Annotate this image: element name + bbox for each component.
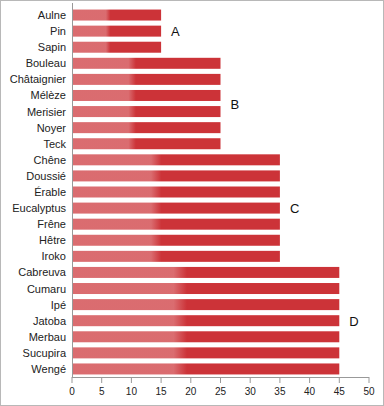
bar <box>72 347 339 358</box>
category-label: Châtaignier <box>10 73 67 85</box>
tick-label: 35 <box>274 386 286 397</box>
category-label: Aulne <box>38 9 66 21</box>
bar <box>72 90 221 101</box>
category-label: Érable <box>34 186 66 198</box>
bar <box>72 154 280 165</box>
bar <box>72 58 221 69</box>
tick-label: 10 <box>126 386 138 397</box>
category-label: Iroko <box>42 250 66 262</box>
category-label: Frêne <box>37 218 66 230</box>
bar <box>72 299 339 310</box>
category-label: Jatoba <box>33 315 67 327</box>
tick <box>309 377 310 383</box>
tick-label: 5 <box>99 386 105 397</box>
tick-label: 45 <box>334 386 346 397</box>
category-label: Doussié <box>26 170 66 182</box>
bar <box>72 267 339 278</box>
bar <box>72 203 280 214</box>
tick-label: 15 <box>156 386 168 397</box>
bar <box>72 235 280 246</box>
bar <box>72 315 339 326</box>
category-label: Sucupira <box>23 347 67 359</box>
bar <box>72 10 161 21</box>
bar <box>72 363 339 374</box>
annotation: A <box>171 24 180 39</box>
bar <box>72 283 339 294</box>
category-label: Merisier <box>27 106 66 118</box>
annotation: D <box>349 314 358 329</box>
frame <box>1 1 384 406</box>
category-label: Merbau <box>29 331 66 343</box>
tick-label: 50 <box>363 386 375 397</box>
bar <box>72 219 280 230</box>
tick-label: 40 <box>304 386 316 397</box>
tick <box>131 377 132 383</box>
bar <box>72 251 280 262</box>
tick <box>279 377 280 383</box>
bar <box>72 42 161 53</box>
tick-label: 30 <box>245 386 257 397</box>
tick <box>339 377 340 383</box>
category-label: Eucalyptus <box>12 202 66 214</box>
annotation: C <box>290 201 299 216</box>
category-label: Mélèze <box>31 89 66 101</box>
bar <box>72 331 339 342</box>
category-label: Chêne <box>34 154 66 166</box>
tick-label: 0 <box>69 386 75 397</box>
category-label: Bouleau <box>26 57 66 69</box>
category-label: Teck <box>43 138 66 150</box>
bar <box>72 170 280 181</box>
tick <box>101 377 102 383</box>
category-label: Ipé <box>51 299 66 311</box>
tick <box>161 377 162 383</box>
category-label: Sapin <box>38 41 66 53</box>
tick-label: 25 <box>215 386 227 397</box>
bar <box>72 138 221 149</box>
y-axis <box>72 3 73 377</box>
chart: Aulne Pin Sapin Bouleau Châtaignier Mélèze Mer… <box>0 0 384 406</box>
bar <box>72 187 280 198</box>
category-label: Wengé <box>31 363 66 375</box>
bars <box>72 10 339 375</box>
bar <box>72 74 221 85</box>
category-label: Hêtre <box>39 234 66 246</box>
category-label: Pin <box>50 25 66 37</box>
annotation: B <box>231 97 240 112</box>
bar <box>72 106 221 117</box>
tick <box>250 377 251 383</box>
bar <box>72 26 161 37</box>
tick-label: 20 <box>185 386 197 397</box>
tick <box>220 377 221 383</box>
category-label: Cabreuva <box>18 266 67 278</box>
bar <box>72 122 221 133</box>
tick <box>190 377 191 383</box>
tick <box>369 377 370 383</box>
tick <box>72 377 73 383</box>
category-label: Noyer <box>37 122 67 134</box>
category-label: Cumaru <box>27 283 66 295</box>
